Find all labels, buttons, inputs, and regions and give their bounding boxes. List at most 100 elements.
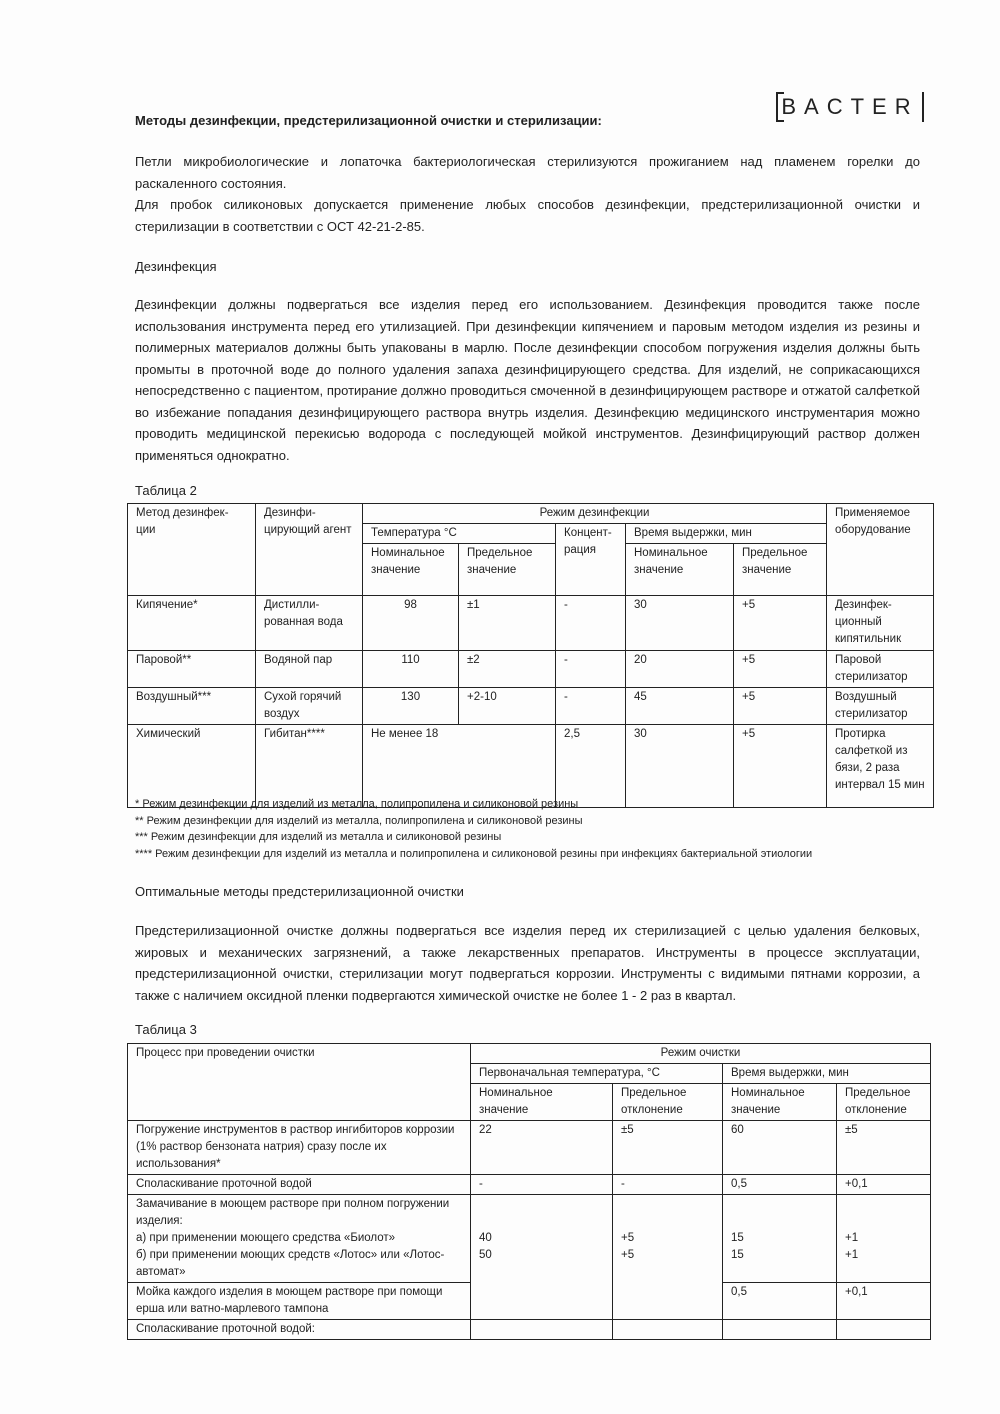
cell: 130	[362, 687, 459, 725]
cell-line: а) при применении моющего средства «Биол…	[136, 1232, 396, 1244]
cell: +2-10	[458, 687, 556, 725]
cell-line: +1	[845, 1232, 859, 1244]
cell: Паровой стерилизатор	[826, 650, 934, 688]
table-row: Споласкивание проточной водой - -0,5 +0,1	[127, 1174, 931, 1195]
header-cell: Время выдержки, мин	[625, 523, 827, 544]
cell: ±2	[458, 650, 556, 688]
cell: Замачивание в моющем растворе при полном…	[127, 1194, 471, 1283]
cell: Мойка каждого изделия в моющем растворе …	[127, 1282, 471, 1320]
header-cell: Дезинфи-цирующий агент	[255, 503, 363, 596]
cell: -	[555, 687, 626, 725]
cell: Водяной пар	[255, 650, 363, 688]
cell: Дезинфек-ционный кипятильник	[826, 595, 934, 651]
table-row: Мойка каждого изделия в моющем растворе …	[127, 1282, 931, 1320]
cell	[612, 1319, 723, 1340]
header-cell: Время выдержки, мин	[722, 1063, 931, 1084]
cell: ±5	[612, 1120, 723, 1175]
cell: ±5	[836, 1120, 931, 1175]
table-caption: Таблица 3	[135, 1022, 197, 1037]
intro-paragraph: Для пробок силиконовых допускается приме…	[135, 197, 920, 234]
header-cell: Номинальное значение	[625, 543, 734, 596]
header-cell: Номинальное значение	[362, 543, 459, 596]
cell: Паровой**	[127, 650, 256, 688]
cell: +5 +5	[612, 1194, 723, 1320]
cell: +5	[733, 595, 827, 651]
section-heading: Дезинфекция	[135, 259, 217, 274]
cell: 20	[625, 650, 734, 688]
footnotes: * Режим дезинфекции для изделий из метал…	[135, 796, 812, 862]
table-row: Химический Гибитан**** Не менее 18 2,5 30 +5 П…	[127, 724, 934, 808]
cell-line: 15	[731, 1249, 744, 1261]
section-heading: Оптимальные методы предстерилизационной …	[135, 884, 464, 899]
header-cell: Предельное значение	[458, 543, 556, 596]
cell: Химический	[127, 724, 256, 808]
cell: 0,5	[722, 1174, 837, 1195]
cell: 60	[722, 1120, 837, 1175]
cell: 0,5	[722, 1282, 837, 1320]
header-cell: Применяемое оборудование	[826, 503, 934, 596]
table-row: Паровой** Водяной пар 110 ±2-20 +5 Паровой ст…	[127, 650, 934, 688]
header-cell: Режим дезинфекции	[362, 503, 827, 524]
cell: Кипячение*	[127, 595, 256, 651]
cell: ±1	[458, 595, 556, 651]
cleaning-text: Предстерилизационной очистке должны подв…	[135, 923, 920, 1003]
cell: 110	[362, 650, 459, 688]
cell: 45	[625, 687, 734, 725]
table-row: Замачивание в моющем растворе при полном…	[127, 1194, 931, 1320]
cell: +0,1	[836, 1174, 931, 1195]
cell: -	[555, 595, 626, 651]
cell: 15 15	[722, 1194, 837, 1283]
cell: Споласкивание проточной водой:	[127, 1319, 471, 1340]
cell: Споласкивание проточной водой	[127, 1174, 471, 1195]
cell	[722, 1319, 837, 1340]
header-cell: Предельное отклонение	[836, 1083, 931, 1121]
cell: 2,5	[555, 724, 626, 808]
cleaning-table: Процесс при проведении очистки Режим очис…	[127, 1043, 931, 1340]
cell-line: +1	[845, 1249, 859, 1261]
cell	[836, 1319, 931, 1340]
header-cell: Предельное значение	[733, 543, 827, 596]
cell: Дистилли-рованная вода	[255, 595, 363, 651]
cell: Погружение инструментов в раствор ингиби…	[127, 1120, 471, 1175]
header-cell: Номинальное значение	[722, 1083, 837, 1121]
header-cell: Номинальное значение	[470, 1083, 613, 1121]
cell: Протирка салфеткой из бязи, 2 раза интер…	[826, 724, 934, 808]
cell: Воздушный***	[127, 687, 256, 725]
cell-line: +5	[621, 1232, 635, 1244]
disinfection-table: Метод дезинфек-ции Дезинфи-цирующий агент…	[127, 503, 934, 808]
cell: Сухой горячий воздух	[255, 687, 363, 725]
cell: 98	[362, 595, 459, 651]
footnote: *** Режим дезинфекции для изделий из мет…	[135, 831, 502, 843]
page-title: Методы дезинфекции, предстерилизационной…	[135, 113, 602, 128]
header-cell: Предельное отклонение	[612, 1083, 723, 1121]
header-cell: Температура °С	[362, 523, 556, 544]
cell: -	[470, 1174, 613, 1195]
cell: +5	[733, 650, 827, 688]
footnote: * Режим дезинфекции для изделий из метал…	[135, 798, 579, 810]
header-cell: Концент-рация	[555, 523, 626, 596]
cell: -	[555, 650, 626, 688]
cell: 22	[470, 1120, 613, 1175]
cell-line: +5	[621, 1249, 635, 1261]
cell	[470, 1319, 613, 1340]
table-row: Погружение инструментов в раствор ингиби…	[127, 1120, 931, 1175]
cell-line: 40	[479, 1232, 492, 1244]
intro-paragraph: Петли микробиологические и лопаточка бак…	[135, 154, 920, 191]
intro: Петли микробиологические и лопаточка бак…	[135, 151, 920, 237]
table-row: Кипячение* Дистилли-рованная вода 98 ±1-30 +…	[127, 595, 934, 651]
table-row: Воздушный*** Сухой горячий воздух 130 +2-10…	[127, 687, 934, 725]
cell-line: 50	[479, 1249, 492, 1261]
cell: Воздушный стерилизатор	[826, 687, 934, 725]
bacter-logo: BACTER	[776, 92, 924, 122]
cell-line: Замачивание в моющем растворе при полном…	[136, 1198, 450, 1227]
cell: Гибитан****	[255, 724, 363, 808]
table-caption: Таблица 2	[135, 483, 197, 498]
disinfection-text: Дезинфекции должны подвергаться все изде…	[135, 297, 920, 463]
cell: +1 +1	[836, 1194, 931, 1283]
table-row: Споласкивание проточной водой:	[127, 1319, 931, 1340]
cell-line: б) при применении моющих средств «Лотос»…	[136, 1249, 445, 1278]
cell: 40 50	[470, 1194, 613, 1320]
footnote: ** Режим дезинфекции для изделий из мета…	[135, 814, 583, 827]
header-cell: Метод дезинфек-ции	[127, 503, 256, 596]
